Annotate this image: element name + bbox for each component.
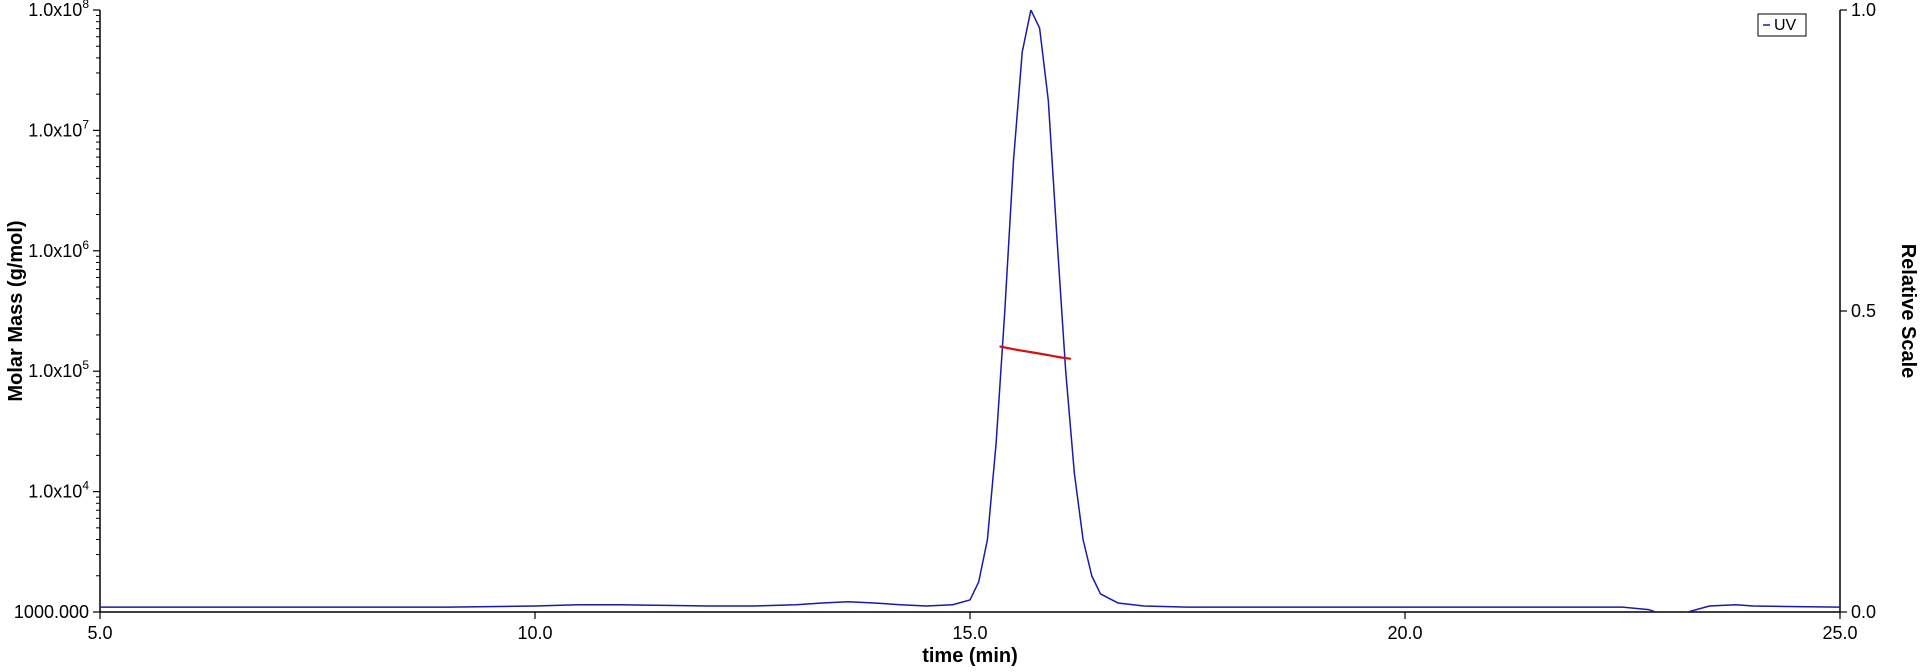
series-molarmass — [1000, 347, 1070, 359]
x-tick-label: 20.0 — [1387, 623, 1422, 643]
y-right-tick-label: 0.5 — [1851, 301, 1876, 321]
y-left-tick-label: 1.0x107 — [28, 117, 89, 140]
y-left-tick-label: 1.0x104 — [28, 479, 89, 502]
y-left-tick-label: 1.0x106 — [28, 238, 89, 261]
x-tick-label: 25.0 — [1822, 623, 1857, 643]
y-left-tick-label: 1.0x108 — [28, 0, 89, 20]
y-right-axis-label: Relative Scale — [1897, 244, 1919, 379]
y-right-tick-label: 1.0 — [1851, 0, 1876, 20]
legend-label: UV — [1774, 17, 1797, 34]
y-right-tick-label: 0.0 — [1851, 602, 1876, 622]
series-uv — [100, 10, 1840, 616]
x-axis-label: time (min) — [922, 645, 1018, 667]
chart-svg: 5.0 10.0 15.0 20.0 25.0 time (min) 1000.000 1.0… — [0, 0, 1920, 672]
y-left-tick-label: 1000.000 — [14, 602, 89, 622]
y-left-axis-label: Molar Mass (g/mol) — [5, 220, 27, 401]
x-tick-label: 15.0 — [952, 623, 987, 643]
x-tick-label: 5.0 — [87, 623, 112, 643]
x-tick-label: 10.0 — [517, 623, 552, 643]
y-left-tick-label: 1.0x105 — [28, 358, 89, 381]
chromatogram-chart: 5.0 10.0 15.0 20.0 25.0 time (min) 1000.000 1.0… — [0, 0, 1920, 672]
